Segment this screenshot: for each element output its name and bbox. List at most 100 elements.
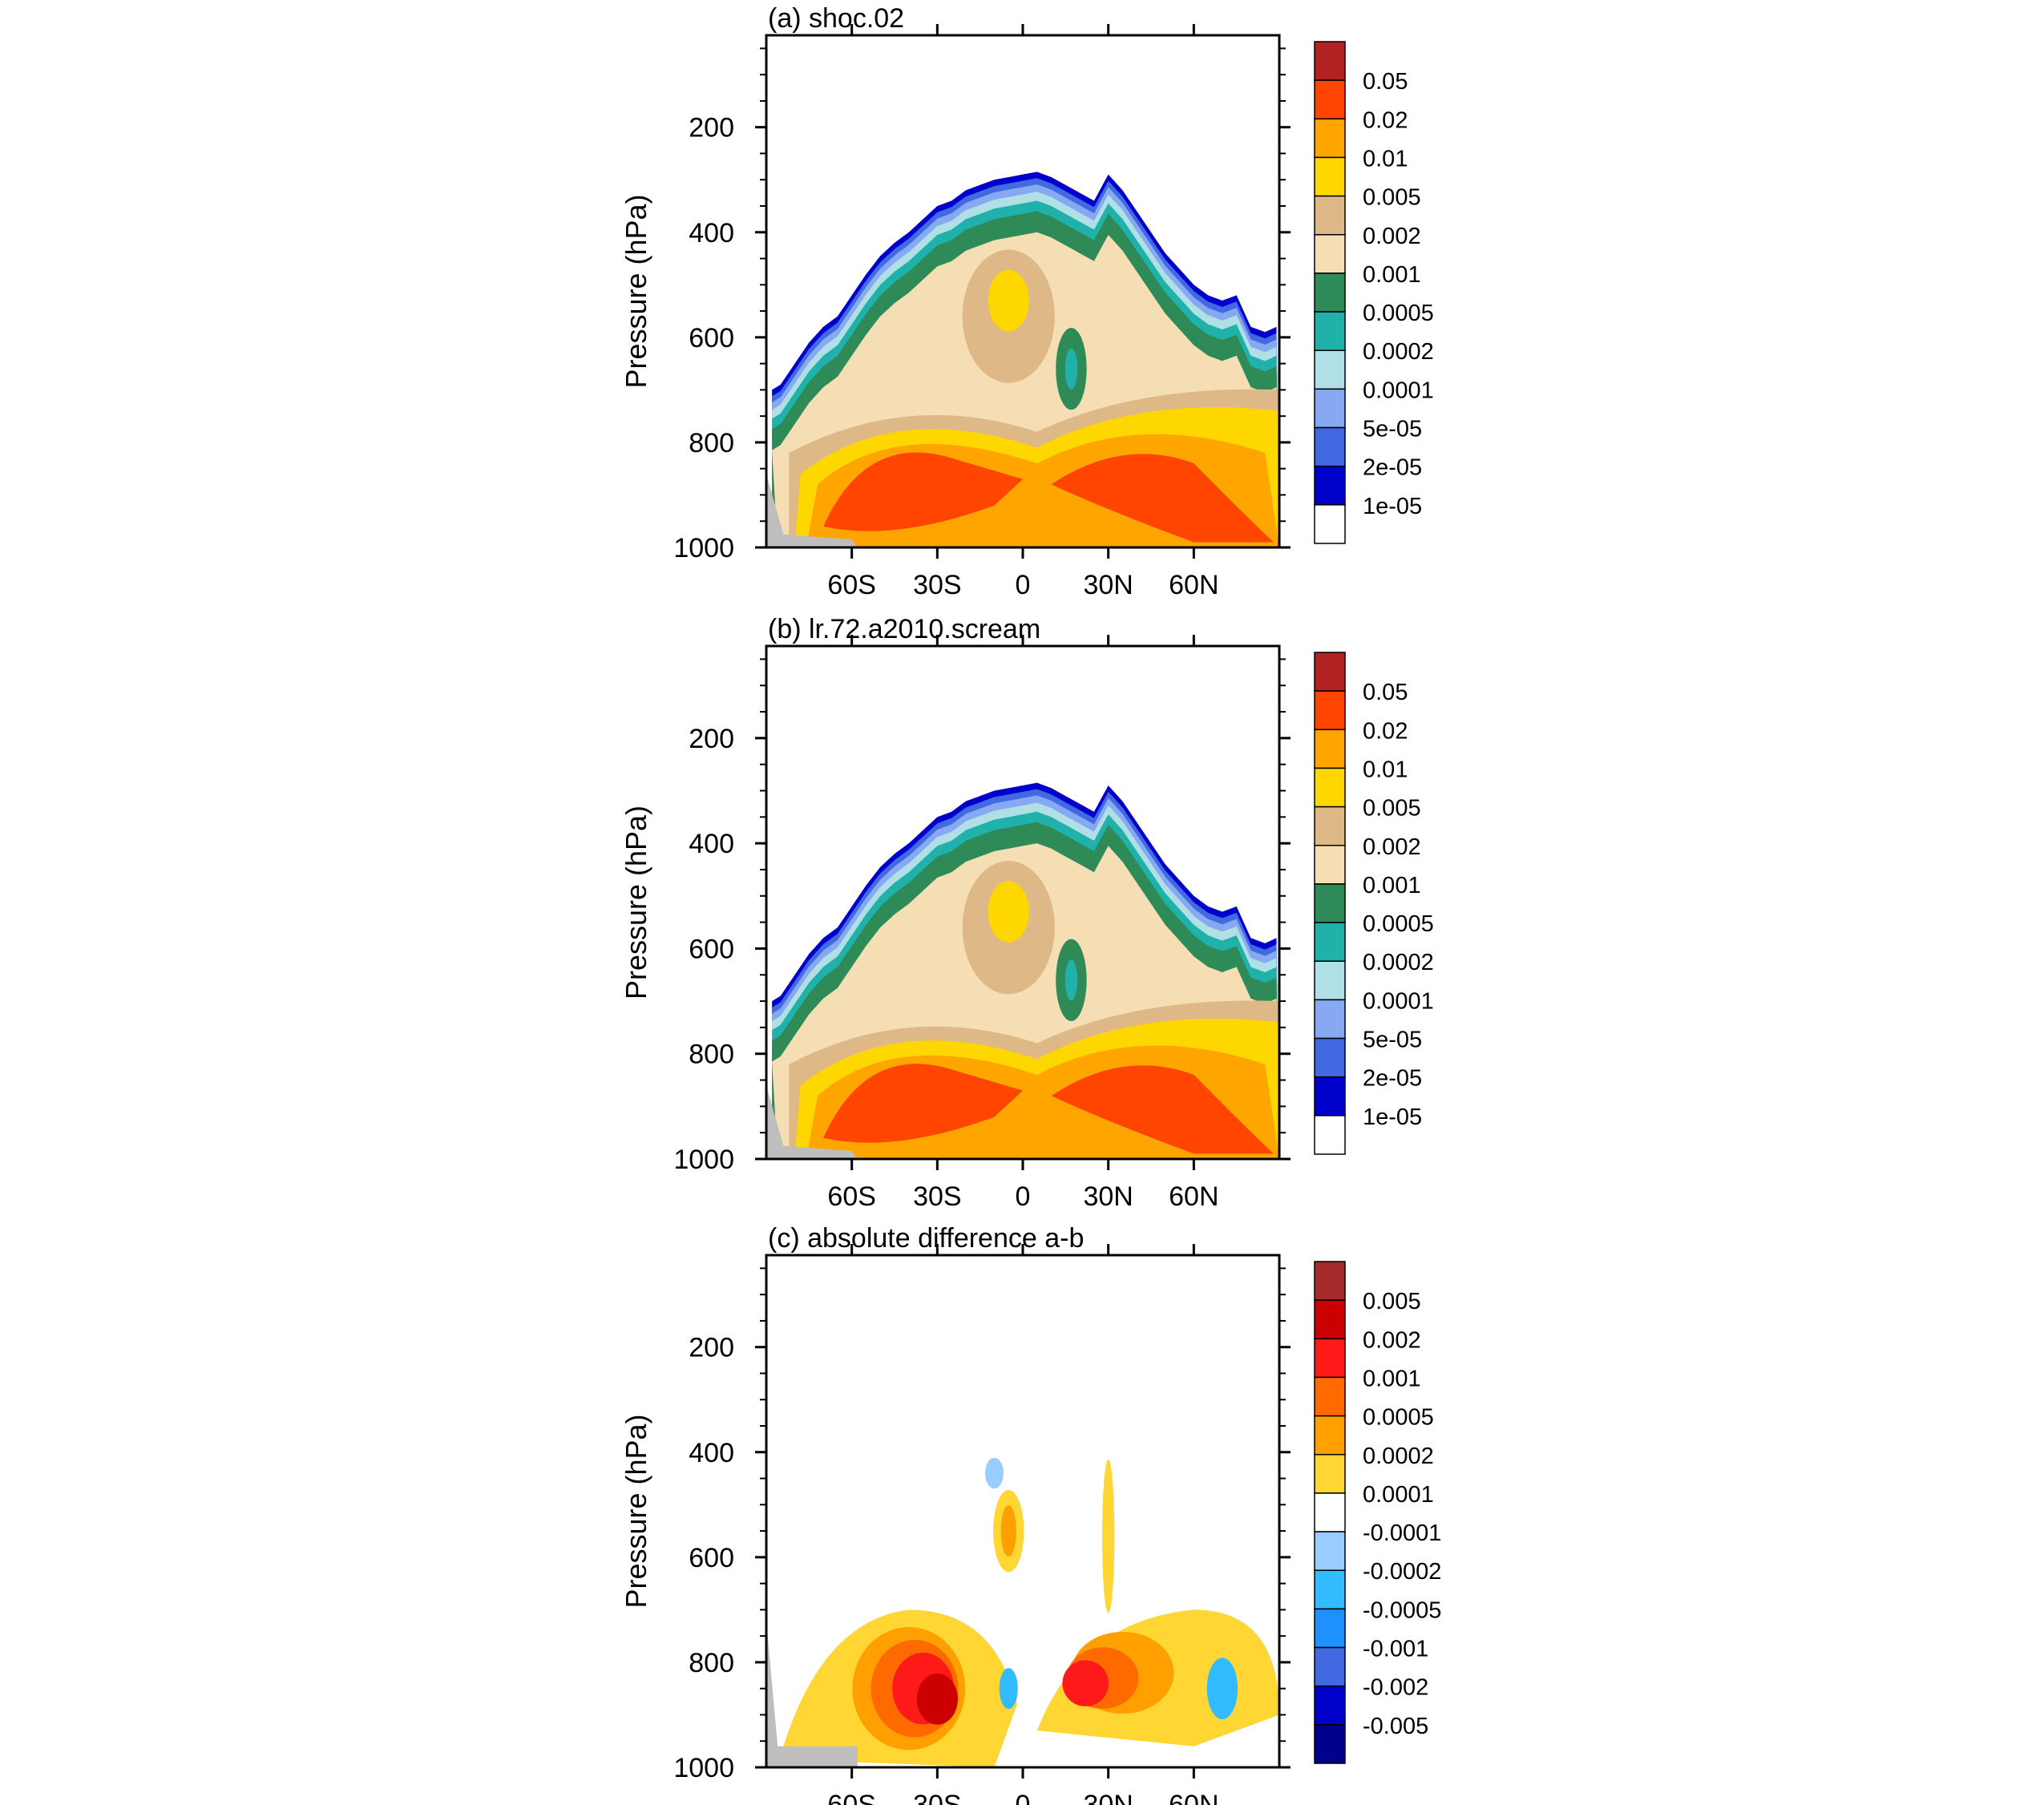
colorbar-swatch bbox=[1314, 1724, 1346, 1764]
y-tick-label: 800 bbox=[689, 428, 734, 458]
colorbar-swatch bbox=[1314, 1454, 1346, 1494]
colorbar-label: 0.001 bbox=[1363, 1366, 1421, 1391]
colorbar-label: 0.002 bbox=[1363, 1327, 1421, 1353]
colorbar-swatch bbox=[1314, 883, 1346, 923]
colorbar-swatch bbox=[1314, 1076, 1346, 1117]
colorbar-swatch bbox=[1314, 311, 1346, 351]
colorbar-swatch bbox=[1314, 729, 1346, 769]
colorbar-label: 0.0002 bbox=[1363, 1444, 1434, 1469]
colorbar-label: 5e-05 bbox=[1363, 417, 1422, 442]
x-tick-label: 0 bbox=[1016, 570, 1031, 600]
topography-mask bbox=[766, 474, 858, 547]
contour-band bbox=[1051, 454, 1274, 543]
x-tick-label: 0 bbox=[1016, 1181, 1031, 1212]
colorbar-label: 0.0005 bbox=[1363, 301, 1434, 326]
colorbar-label: 0.02 bbox=[1363, 107, 1408, 133]
x-tick-label: 60S bbox=[827, 1181, 876, 1212]
y-tick-label: 400 bbox=[689, 218, 734, 248]
colorbar-swatch bbox=[1314, 1608, 1346, 1649]
contour-band bbox=[999, 1668, 1018, 1710]
y-tick-label: 600 bbox=[689, 934, 734, 964]
colorbar-label: -0.0005 bbox=[1363, 1597, 1441, 1623]
x-tick-label: 30N bbox=[1083, 570, 1133, 600]
contour-field-2 bbox=[766, 782, 1279, 1159]
colorbar-swatch bbox=[1314, 1376, 1346, 1417]
y-tick-label: 600 bbox=[689, 323, 734, 353]
colorbar-label: 0.02 bbox=[1363, 718, 1408, 744]
colorbar-swatch bbox=[1314, 1492, 1346, 1532]
y-tick-label: 200 bbox=[689, 113, 734, 143]
x-tick-label: 0 bbox=[1016, 1790, 1031, 1805]
colorbar-label: -0.005 bbox=[1363, 1714, 1428, 1739]
colorbar-swatch bbox=[1314, 349, 1346, 390]
colorbar-label: 2e-05 bbox=[1363, 455, 1422, 481]
colorbar-label: 0.002 bbox=[1363, 834, 1421, 860]
x-tick-label: 60S bbox=[827, 570, 876, 600]
colorbar-swatch bbox=[1314, 960, 1346, 1001]
topography-mask bbox=[766, 1620, 858, 1767]
colorbar-label: -0.0001 bbox=[1363, 1520, 1441, 1546]
colorbar-swatch bbox=[1314, 1569, 1346, 1610]
panel-title: (b) lr.72.a2010.scream bbox=[768, 614, 1040, 644]
colorbar-swatch bbox=[1314, 273, 1346, 313]
colorbar-swatch bbox=[1314, 118, 1346, 159]
contour-band bbox=[984, 1457, 1004, 1489]
panel-title: (c) absolute difference a-b bbox=[768, 1223, 1084, 1254]
colorbar-swatch bbox=[1314, 1646, 1346, 1687]
x-tick-label: 60N bbox=[1169, 1181, 1218, 1212]
colorbar-swatch bbox=[1314, 465, 1346, 506]
colorbar-label: 0.0002 bbox=[1363, 950, 1434, 975]
contour-field-1 bbox=[766, 172, 1279, 547]
colorbar-swatch bbox=[1314, 1338, 1346, 1379]
y-tick-label: 400 bbox=[689, 1438, 734, 1468]
contour-band bbox=[1051, 1065, 1274, 1154]
panel-title: (a) shoc.02 bbox=[768, 3, 904, 34]
y-tick-label: 1000 bbox=[673, 533, 734, 563]
colorbar-label: 0.01 bbox=[1363, 146, 1408, 172]
colorbar-swatch bbox=[1314, 234, 1346, 274]
contour-band bbox=[1064, 348, 1078, 390]
colorbar-swatch bbox=[1314, 1415, 1346, 1456]
colorbar-swatch bbox=[1314, 79, 1346, 120]
x-tick-label: 60N bbox=[1169, 570, 1218, 600]
topography-mask bbox=[766, 1085, 858, 1159]
colorbar-swatch bbox=[1314, 767, 1346, 808]
colorbar-swatch bbox=[1314, 806, 1346, 846]
colorbar-label: 0.0002 bbox=[1363, 339, 1434, 365]
contour-band bbox=[823, 1064, 1023, 1143]
colorbar-swatch bbox=[1314, 1531, 1346, 1571]
y-tick-label: 400 bbox=[689, 829, 734, 859]
colorbar-swatch bbox=[1314, 156, 1346, 197]
y-tick-label: 1000 bbox=[673, 1753, 734, 1783]
colorbar-swatch bbox=[1314, 845, 1346, 885]
y-tick-label: 600 bbox=[689, 1543, 734, 1573]
colorbar-label: -0.001 bbox=[1363, 1637, 1428, 1662]
colorbar-swatch bbox=[1314, 41, 1346, 81]
contour-field-3 bbox=[766, 1457, 1279, 1767]
x-tick-label: 30S bbox=[913, 1181, 962, 1212]
colorbar-label: 1e-05 bbox=[1363, 494, 1422, 519]
contour-band bbox=[1101, 1459, 1115, 1613]
colorbar-label: -0.002 bbox=[1363, 1675, 1428, 1701]
contour-band bbox=[1206, 1658, 1238, 1720]
contour-band bbox=[1064, 959, 1078, 1001]
y-tick-label: 1000 bbox=[673, 1145, 734, 1175]
colorbar-label: 0.005 bbox=[1363, 1289, 1421, 1314]
contour-band bbox=[988, 881, 1029, 943]
colorbar-label: 0.001 bbox=[1363, 262, 1421, 288]
colorbar-swatch bbox=[1314, 922, 1346, 962]
colorbar-label: 0.01 bbox=[1363, 757, 1408, 782]
x-tick-label: 60N bbox=[1169, 1790, 1218, 1805]
contour-band bbox=[916, 1673, 958, 1725]
colorbar-swatch bbox=[1314, 652, 1346, 692]
y-tick-label: 200 bbox=[689, 724, 734, 754]
colorbar-swatch bbox=[1314, 1685, 1346, 1726]
y-axis-label: Pressure (hPa) bbox=[620, 194, 652, 388]
x-tick-label: 30N bbox=[1083, 1790, 1133, 1805]
colorbar-swatch bbox=[1314, 1115, 1346, 1155]
x-tick-label: 30S bbox=[913, 1790, 962, 1805]
y-tick-label: 800 bbox=[689, 1648, 734, 1678]
colorbar-label: 0.001 bbox=[1363, 873, 1421, 898]
contour-band bbox=[823, 452, 1023, 531]
colorbar-swatch bbox=[1314, 690, 1346, 731]
